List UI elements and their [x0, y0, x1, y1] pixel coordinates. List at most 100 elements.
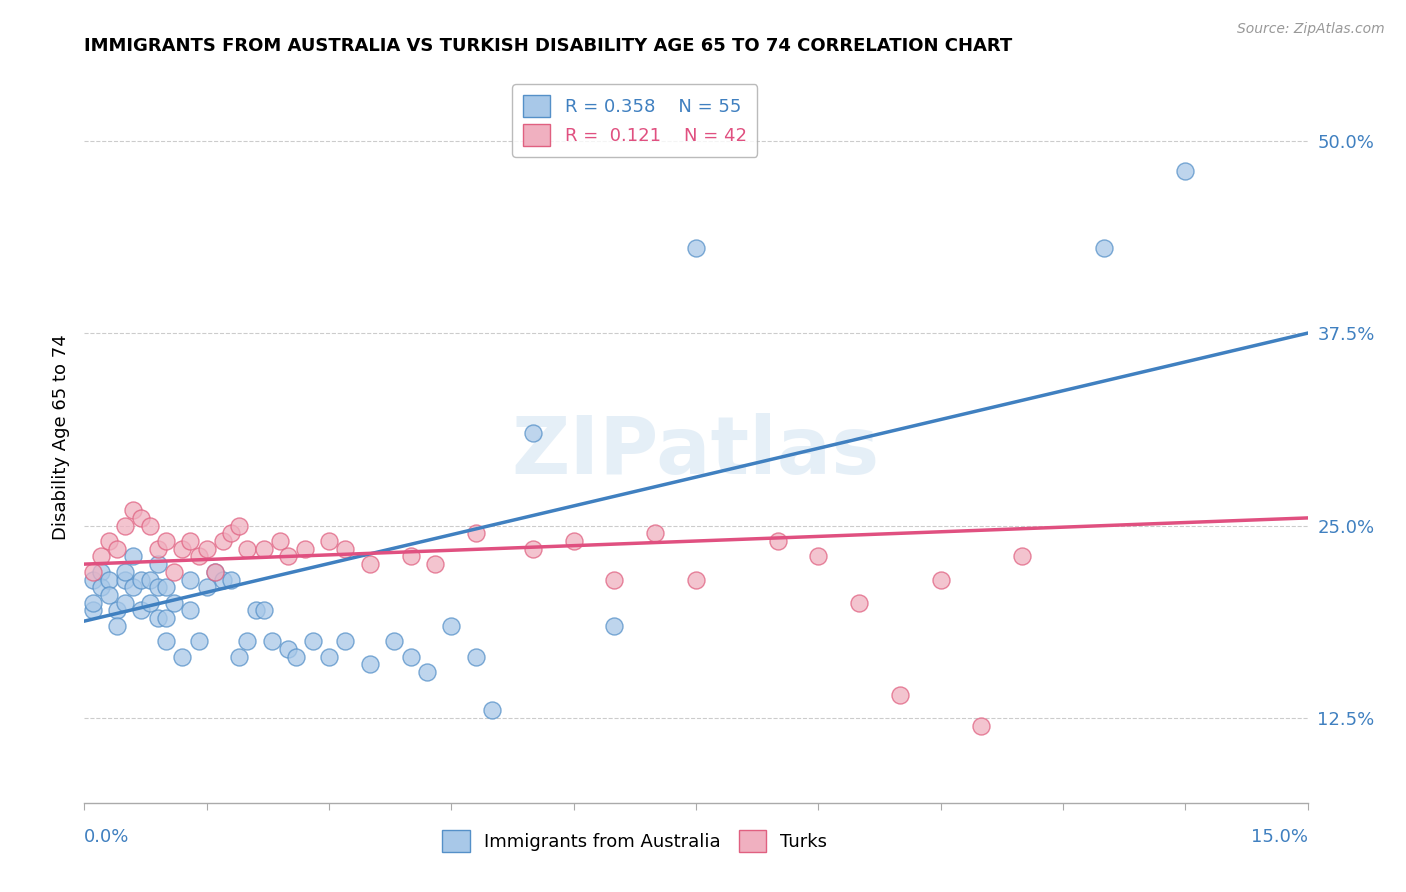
Point: [195, 541, 218, 556]
Point: [285, 649, 308, 664]
Text: ZIPatlas: ZIPatlas: [512, 413, 880, 491]
Point: [114, 573, 136, 587]
Point: [187, 634, 209, 648]
Point: [146, 557, 169, 571]
Point: [212, 573, 235, 587]
Point: [138, 596, 160, 610]
Point: [301, 634, 323, 648]
Point: [522, 426, 544, 441]
Point: [464, 526, 486, 541]
Point: [685, 242, 707, 256]
Point: [294, 541, 316, 556]
Text: 15.0%: 15.0%: [1250, 828, 1308, 846]
Point: [929, 573, 952, 587]
Point: [146, 611, 169, 625]
Point: [90, 565, 112, 579]
Point: [146, 541, 169, 556]
Point: [172, 649, 194, 664]
Point: [179, 603, 201, 617]
Point: [195, 580, 218, 594]
Point: [97, 534, 120, 549]
Point: [440, 618, 463, 632]
Point: [122, 580, 145, 594]
Point: [114, 565, 136, 579]
Point: [382, 634, 405, 648]
Point: [204, 565, 226, 579]
Point: [131, 511, 153, 525]
Point: [399, 549, 422, 564]
Point: [269, 534, 291, 549]
Point: [335, 541, 357, 556]
Text: 0.0%: 0.0%: [84, 828, 129, 846]
Point: [359, 657, 381, 672]
Point: [114, 596, 136, 610]
Point: [82, 603, 104, 617]
Point: [236, 541, 259, 556]
Point: [155, 634, 177, 648]
Point: [155, 534, 177, 549]
Point: [90, 580, 112, 594]
Point: [105, 603, 128, 617]
Point: [105, 541, 128, 556]
Point: [277, 549, 299, 564]
Point: [131, 603, 153, 617]
Point: [481, 703, 503, 717]
Point: [253, 603, 276, 617]
Point: [245, 603, 267, 617]
Point: [187, 549, 209, 564]
Point: [644, 526, 666, 541]
Point: [277, 641, 299, 656]
Text: IMMIGRANTS FROM AUSTRALIA VS TURKISH DISABILITY AGE 65 TO 74 CORRELATION CHART: IMMIGRANTS FROM AUSTRALIA VS TURKISH DIS…: [84, 37, 1012, 54]
Point: [82, 596, 104, 610]
Point: [603, 618, 626, 632]
Point: [179, 534, 201, 549]
Point: [122, 549, 145, 564]
Point: [172, 541, 194, 556]
Point: [318, 649, 340, 664]
Point: [335, 634, 357, 648]
Point: [522, 541, 544, 556]
Point: [131, 573, 153, 587]
Legend: Immigrants from Australia, Turks: Immigrants from Australia, Turks: [436, 823, 834, 860]
Point: [122, 503, 145, 517]
Y-axis label: Disability Age 65 to 74: Disability Age 65 to 74: [52, 334, 70, 540]
Point: [228, 518, 250, 533]
Point: [114, 518, 136, 533]
Point: [889, 688, 911, 702]
Point: [423, 557, 446, 571]
Point: [685, 573, 707, 587]
Point: [163, 565, 186, 579]
Point: [318, 534, 340, 549]
Point: [562, 534, 585, 549]
Point: [228, 649, 250, 664]
Point: [155, 580, 177, 594]
Point: [82, 573, 104, 587]
Point: [1174, 164, 1197, 178]
Text: Source: ZipAtlas.com: Source: ZipAtlas.com: [1237, 22, 1385, 37]
Point: [97, 588, 120, 602]
Point: [204, 565, 226, 579]
Point: [138, 573, 160, 587]
Point: [82, 565, 104, 579]
Point: [260, 634, 283, 648]
Point: [97, 573, 120, 587]
Point: [1011, 549, 1033, 564]
Point: [970, 719, 993, 733]
Point: [146, 580, 169, 594]
Point: [807, 549, 830, 564]
Point: [1092, 242, 1115, 256]
Point: [236, 634, 259, 648]
Point: [219, 573, 242, 587]
Point: [464, 649, 486, 664]
Point: [212, 534, 235, 549]
Point: [219, 526, 242, 541]
Point: [138, 518, 160, 533]
Point: [359, 557, 381, 571]
Point: [105, 618, 128, 632]
Point: [416, 665, 439, 679]
Point: [253, 541, 276, 556]
Point: [848, 596, 870, 610]
Point: [399, 649, 422, 664]
Point: [766, 534, 789, 549]
Point: [155, 611, 177, 625]
